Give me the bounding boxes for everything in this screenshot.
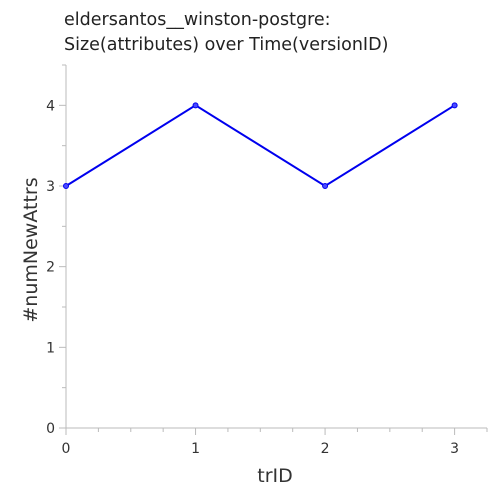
chart-title: eldersantos__winston-postgre: Size(attri… xyxy=(64,8,388,58)
data-point xyxy=(192,102,199,109)
data-point xyxy=(451,102,458,109)
x-axis-label: trID xyxy=(257,465,293,487)
x-axis-ticks: 0 1 2 3 xyxy=(62,428,488,457)
chart-title-line-2: Size(attributes) over Time(versionID) xyxy=(64,35,389,55)
y-tick-label: 0 xyxy=(46,421,55,437)
y-axis-ticks: 0 1 2 3 4 xyxy=(46,64,66,437)
series-group xyxy=(63,102,458,189)
x-tick-label: 2 xyxy=(321,441,330,457)
y-tick-label: 2 xyxy=(46,260,55,276)
data-point xyxy=(63,183,69,189)
data-point xyxy=(322,183,329,189)
series-line xyxy=(65,104,456,188)
x-tick-label: 0 xyxy=(62,441,71,457)
x-tick-label: 1 xyxy=(191,441,200,457)
y-tick-label: 3 xyxy=(46,179,55,195)
y-tick-label: 4 xyxy=(46,98,55,114)
axes xyxy=(65,65,487,429)
y-axis-label: #numNewAttrs xyxy=(20,177,42,322)
x-tick-label: 3 xyxy=(450,441,459,457)
y-tick-label: 1 xyxy=(46,340,55,356)
chart-title-line-1: eldersantos__winston-postgre: xyxy=(64,10,331,30)
